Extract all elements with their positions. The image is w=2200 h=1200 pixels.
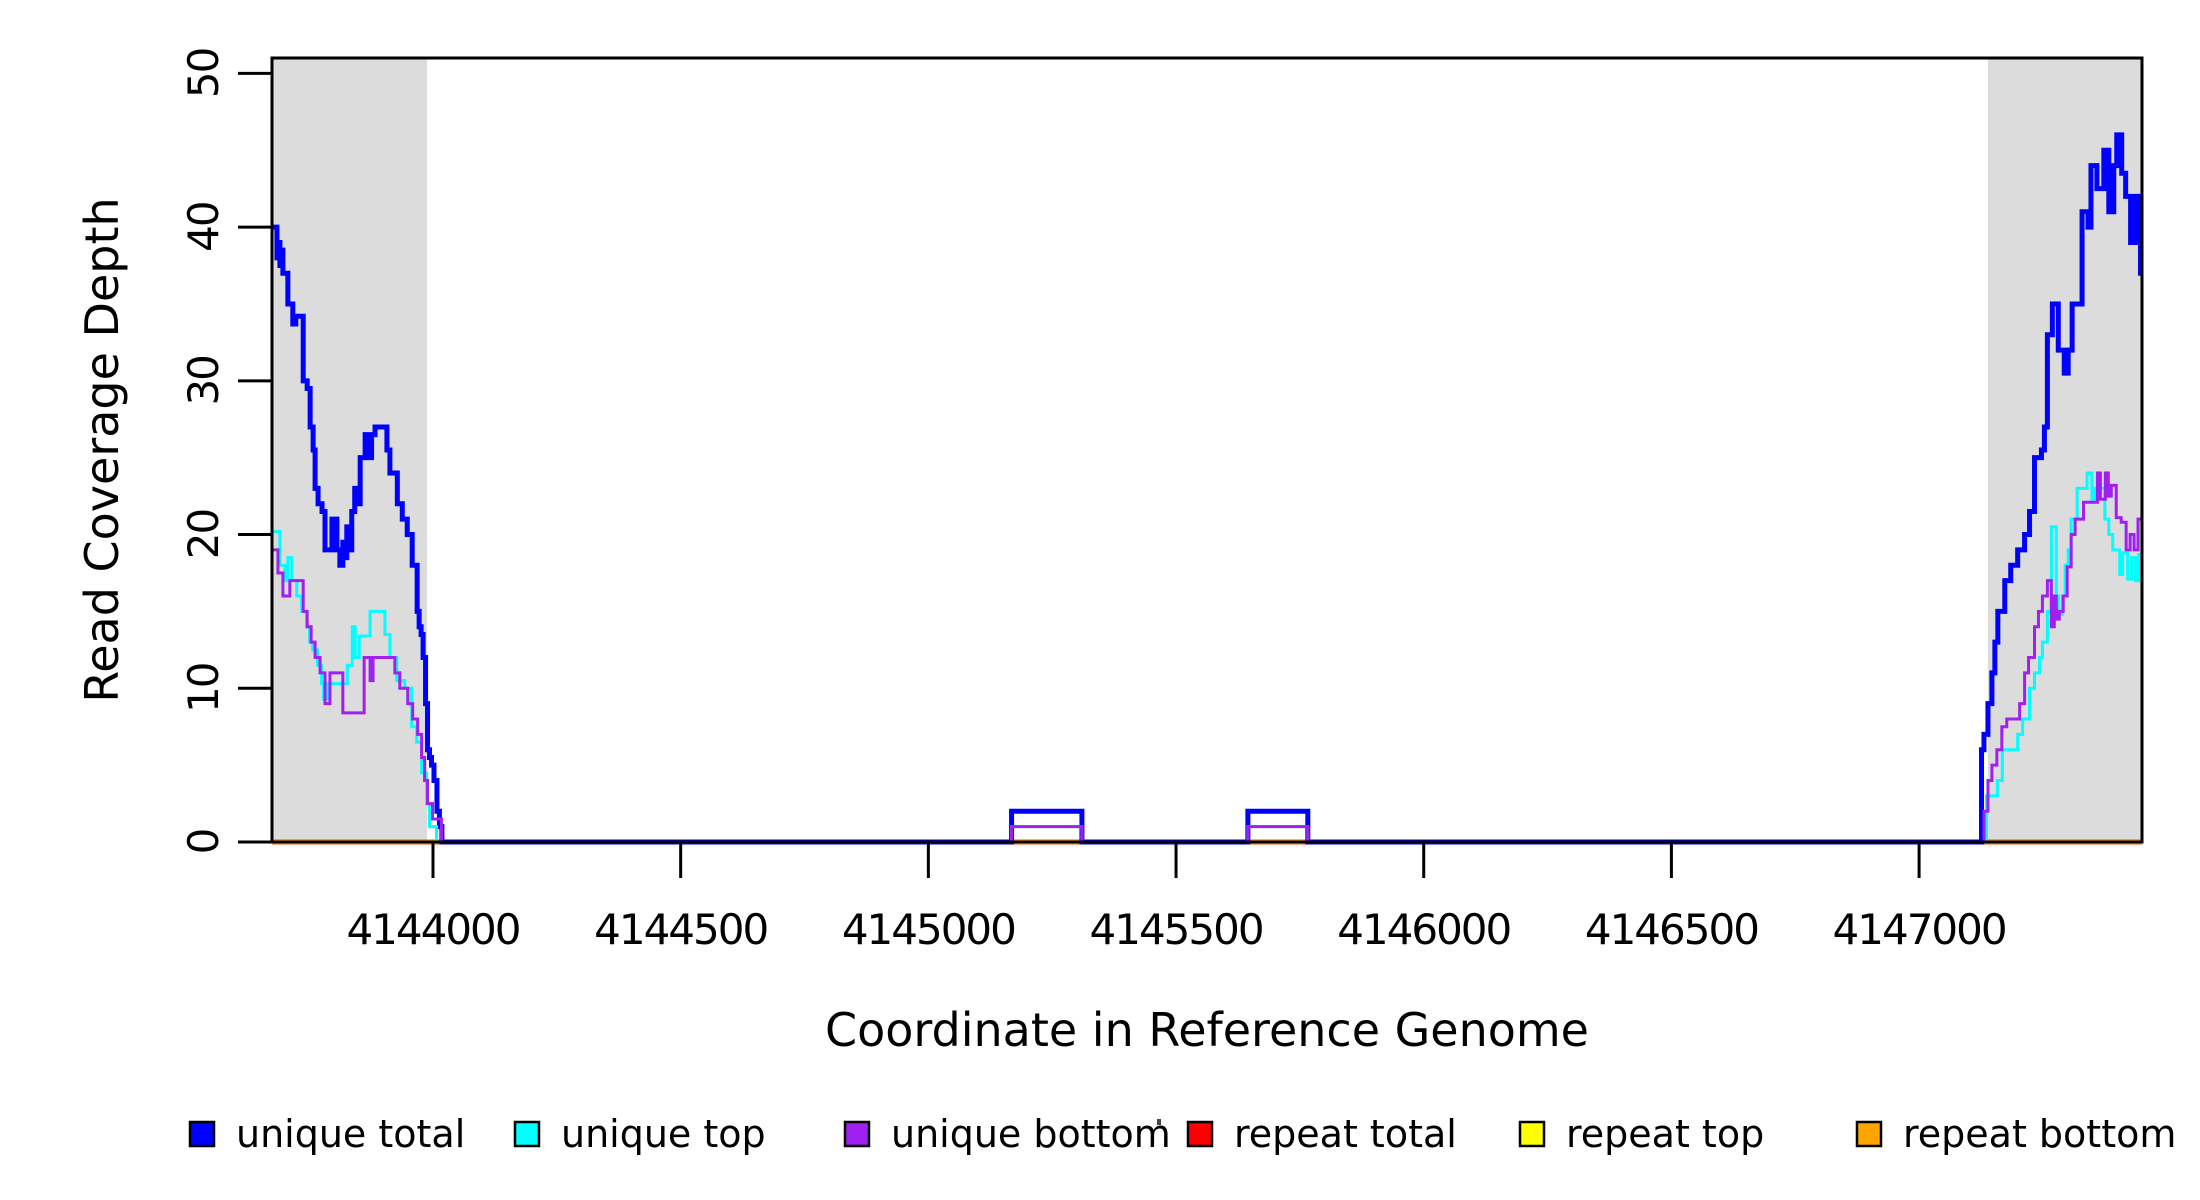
x-tick-label: 4146500 — [1585, 905, 1758, 954]
legend-item: unique bottom — [843, 1112, 1171, 1156]
legend-label: repeat top — [1566, 1112, 1764, 1156]
legend-item: unique top — [513, 1112, 766, 1156]
x-tick-label: 4146000 — [1337, 905, 1510, 954]
series-unique-top — [272, 471, 2142, 844]
legend-label: unique total — [236, 1112, 465, 1156]
highlight-band — [272, 58, 428, 842]
legend-item: repeat top — [1518, 1112, 1764, 1156]
legend-item: repeat total — [1186, 1112, 1457, 1156]
legend-label: unique top — [561, 1112, 766, 1156]
legend-swatch-repeat-bottom — [1855, 1120, 1883, 1148]
y-tick-label: 20 — [179, 510, 228, 559]
plot-border — [270, 56, 2144, 844]
legend-swatch-unique-top — [513, 1120, 541, 1148]
legend-item: repeat bottom — [1855, 1112, 2176, 1156]
x-axis-title: Coordinate in Reference Genome — [825, 1003, 1589, 1057]
legend-label: repeat bottom — [1903, 1112, 2176, 1156]
legend-swatch-repeat-top — [1518, 1120, 1546, 1148]
x-tick-label: 4145000 — [842, 905, 1015, 954]
x-tick-label: 4144000 — [346, 905, 519, 954]
y-tick-label: 10 — [179, 664, 228, 713]
axes: 4144000 4144500 4145000 4145500 4146000 41465… — [179, 49, 2008, 954]
chart-legend: unique total unique top unique bottom repea… — [188, 1112, 2176, 1156]
legend-label: unique bottom — [891, 1112, 1171, 1156]
x-tick-label: 4147000 — [1833, 905, 2006, 954]
legend-swatch-unique-bottom — [843, 1120, 871, 1148]
legend-swatch-repeat-total — [1186, 1120, 1214, 1148]
y-tick-label: 0 — [179, 830, 228, 855]
x-tick-label: 4144500 — [594, 905, 767, 954]
series-unique-bottom — [272, 471, 2142, 844]
y-tick-label: 30 — [179, 356, 228, 405]
legend-swatch-unique-total — [188, 1120, 216, 1148]
stray-mark — [1157, 1119, 1161, 1125]
highlight-bands — [272, 58, 2142, 842]
highlight-band — [1987, 58, 2142, 842]
x-tick-label: 4145500 — [1090, 905, 1263, 954]
y-tick-label: 50 — [179, 49, 228, 98]
legend-item: unique total — [188, 1112, 465, 1156]
series-lines — [272, 132, 2144, 845]
y-tick-label: 40 — [179, 202, 228, 251]
legend-label: repeat total — [1234, 1112, 1457, 1156]
series-unique-total — [272, 132, 2144, 845]
y-axis-title: Read Coverage Depth — [75, 197, 129, 702]
